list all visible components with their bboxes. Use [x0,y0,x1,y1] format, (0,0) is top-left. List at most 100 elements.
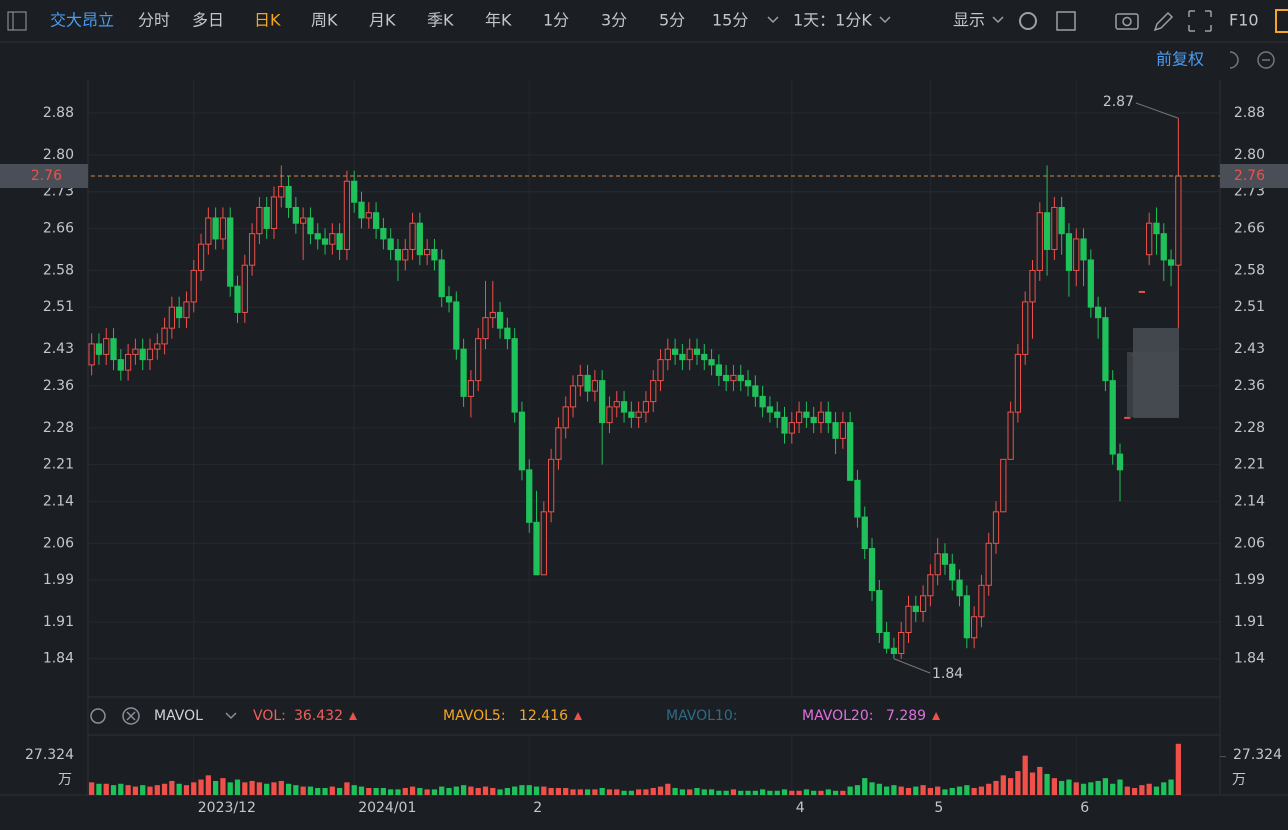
volume-bar [460,785,467,795]
period-tab[interactable]: 年K [485,11,512,30]
candle-body [978,584,985,618]
period-tab[interactable]: 周K [311,11,338,30]
volume-bar [563,787,569,795]
period-tab[interactable]: 3分 [601,11,627,30]
candle-body [642,401,650,413]
fullscreen-icon[interactable] [1188,10,1212,32]
volume-bar [781,789,788,795]
candle-body [533,521,540,576]
period-tab[interactable]: 多日 [192,11,224,30]
candle-body [941,553,949,565]
candle-body [168,306,175,329]
candle-body [912,605,919,613]
volume-tick-label: 27.324 [1233,747,1282,763]
candle-body [919,595,927,613]
candle-body [1000,458,1007,513]
volume-bar [278,780,284,795]
x-tick-label: 2024/01 [358,800,416,816]
candle-body [372,212,380,229]
candle-body [1109,380,1116,455]
candle-body [241,264,248,313]
layout-icon[interactable] [1056,11,1076,31]
display-dropdown[interactable] [992,16,1004,24]
f10-button[interactable]: F10 [1229,11,1259,30]
y-tick-label-right: 2.43 [1234,341,1265,357]
period-tab[interactable]: 分时 [138,11,170,30]
toolbar [0,0,1288,42]
volume-bar [234,779,241,795]
sidebar-toggle[interactable] [7,11,27,31]
y-tick-label-right: 1.84 [1234,651,1265,667]
settings-icon[interactable] [1019,12,1037,30]
period-tab[interactable]: 5分 [659,11,685,30]
indicator-name[interactable]: MAVOL [154,708,203,724]
display-menu[interactable]: 显示 [953,11,985,30]
volume-bar [854,785,861,795]
volume-bar [978,786,985,795]
candle-body [132,348,139,355]
range-dropdown[interactable] [879,16,891,24]
volume-bar [1022,755,1028,795]
candle-body [1175,175,1182,266]
volume-bar [213,780,219,795]
volume-bar [752,790,758,795]
volume-bar [533,786,540,795]
candle-body [496,311,504,329]
camera-icon[interactable] [1115,13,1139,30]
volume-bar [125,785,131,795]
volume-bar [519,785,525,795]
volume-bar [599,787,605,795]
period-tab[interactable]: 月K [369,11,396,30]
candle-body [628,411,635,418]
volume-bar [541,786,547,795]
volume-bar [942,789,948,795]
volume-bar [446,787,452,795]
undo-icon[interactable] [1229,51,1239,69]
volume-bar [490,787,496,795]
volume-bar [140,785,146,795]
candle-body [475,338,482,382]
candle-body [701,353,708,361]
period-tab[interactable]: 季K [427,11,454,30]
volume-bar [300,786,306,795]
candle-body [781,416,788,434]
indicator-settings[interactable] [90,708,106,724]
range-selector[interactable]: 1天：1分K [793,11,872,30]
period-tab[interactable]: 日K [254,11,281,30]
candle-body [88,343,95,366]
indicator-close[interactable] [122,707,140,725]
legend-trend-up [932,712,941,720]
draw-icon[interactable] [1153,11,1174,32]
candle-body [810,416,817,424]
candle-body [227,217,234,287]
candle-body [351,180,358,203]
period-tab[interactable]: 15分 [712,11,748,30]
legend-name: VOL: [253,708,286,724]
candle-body [248,233,256,266]
candle-body [817,411,825,424]
candle-body [577,374,584,387]
stock-name[interactable]: 交大昂立 [50,11,114,30]
legend-value: 12.416 [519,708,568,724]
volume-bar [161,783,168,795]
indicator-dropdown[interactable] [225,712,237,720]
candle-body [482,317,489,340]
candle-body [358,201,365,219]
volume-bar [760,789,766,795]
candle-body [1029,269,1036,303]
zoom-icon[interactable] [1257,51,1275,69]
candle-body [657,359,664,382]
volume-bar [774,790,780,795]
candle-body [686,348,693,361]
period-tab[interactable]: 1分 [543,11,569,30]
volume-bar [293,785,299,795]
volume-bar [358,786,365,795]
candle-body [183,301,190,319]
y-tick-label-right: 2.28 [1234,420,1265,436]
legend-name: MAVOL20: [802,708,873,724]
period-dropdown[interactable] [767,16,779,24]
volume-bar [264,783,270,795]
x-tick-label: 2023/12 [198,800,256,816]
adjust-mode[interactable]: 前复权 [1156,50,1204,69]
candle-body [723,374,730,382]
